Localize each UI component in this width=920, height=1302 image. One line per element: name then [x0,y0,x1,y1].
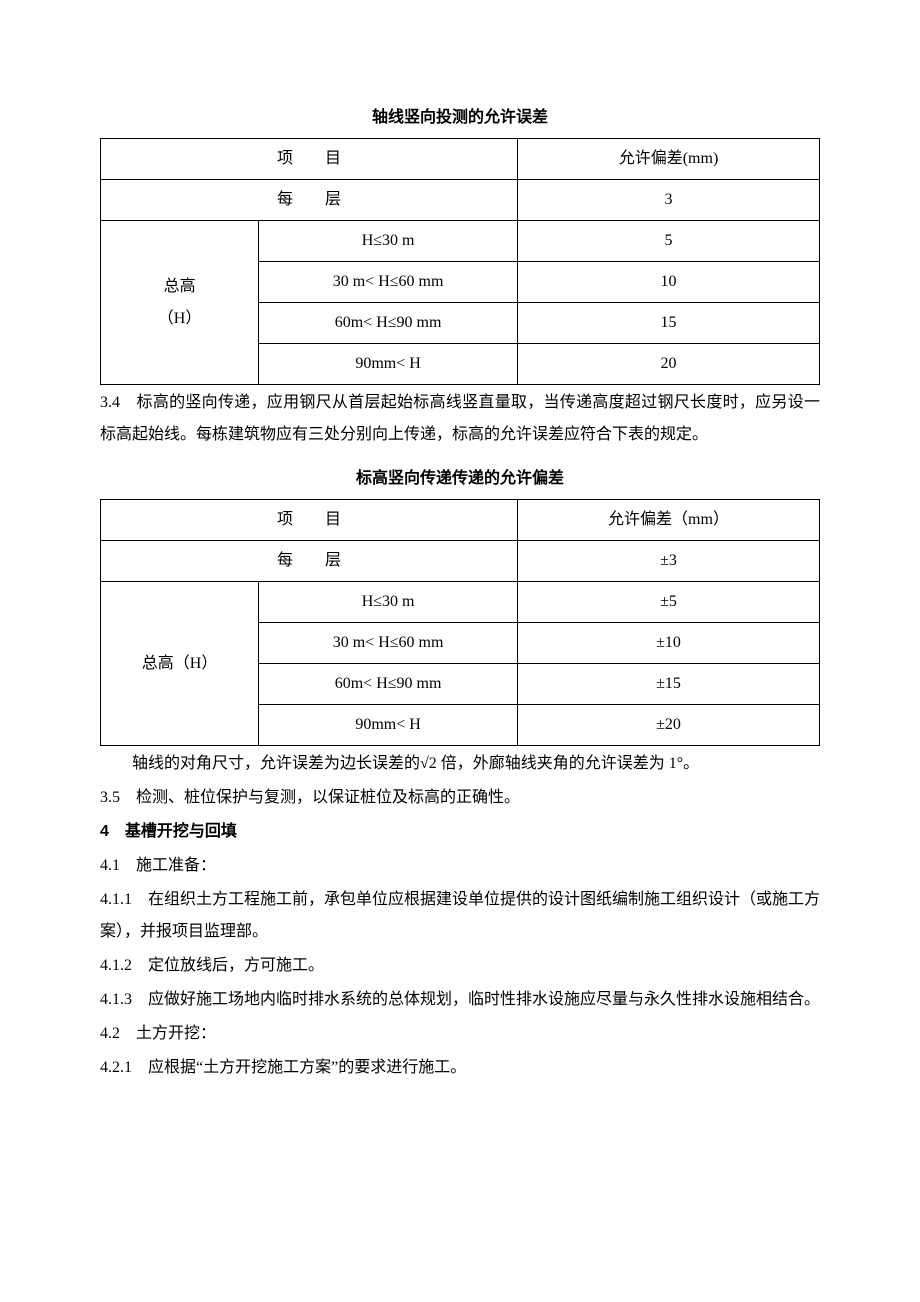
table2: 项 目 允许偏差（mm） 每 层 ±3 总高（H） H≤30 m ±5 30 m… [100,499,820,746]
table1-group-label-line2: （H） [107,303,252,335]
table1-val-2: 15 [518,303,820,344]
table1-header-tolerance: 允许偏差(mm) [518,139,820,180]
table2-val-1: ±10 [518,623,820,664]
table1-cond-3: 90mm< H [259,344,518,385]
table1-cond-1: 30 m< H≤60 mm [259,262,518,303]
table1-title: 轴线竖向投测的允许误差 [100,102,820,134]
table2-cond-2: 60m< H≤90 mm [259,664,518,705]
table2-group-label: 总高（H） [101,582,259,746]
table1-val-3: 20 [518,344,820,385]
paragraph-3-5: 3.5 检测、桩位保护与复测，以保证桩位及标高的正确性。 [100,782,820,814]
paragraph-axis-note: 轴线的对角尺寸，允许误差为边长误差的√2 倍，外廊轴线夹角的允许误差为 1°。 [100,748,820,780]
paragraph-4-2: 4.2 土方开挖： [100,1018,820,1050]
table2-cond-0: H≤30 m [259,582,518,623]
table2-val-3: ±20 [518,705,820,746]
table2-val-0: ±5 [518,582,820,623]
table2-val-2: ±15 [518,664,820,705]
table1-every-layer-value: 3 [518,180,820,221]
table1-group-label: 总高 （H） [101,221,259,385]
paragraph-4-1-3: 4.1.3 应做好施工场地内临时排水系统的总体规划，临时性排水设施应尽量与永久性… [100,984,820,1016]
table2-header-tolerance: 允许偏差（mm） [518,500,820,541]
table1-val-1: 10 [518,262,820,303]
table1-every-layer-label: 每 层 [101,180,518,221]
table1-cond-0: H≤30 m [259,221,518,262]
paragraph-4-2-1: 4.2.1 应根据“土方开挖施工方案”的要求进行施工。 [100,1052,820,1084]
table1-header-item: 项 目 [101,139,518,180]
paragraph-4-1-2: 4.1.2 定位放线后，方可施工。 [100,950,820,982]
paragraph-4-1-1: 4.1.1 在组织土方工程施工前，承包单位应根据建设单位提供的设计图纸编制施工组… [100,884,820,948]
table1-cond-2: 60m< H≤90 mm [259,303,518,344]
table2-cond-1: 30 m< H≤60 mm [259,623,518,664]
table2-cond-3: 90mm< H [259,705,518,746]
heading-4: 4 基槽开挖与回填 [100,816,820,848]
table2-title: 标高竖向传递传递的允许偏差 [100,463,820,495]
table2-every-layer-label: 每 层 [101,541,518,582]
paragraph-4-1: 4.1 施工准备： [100,850,820,882]
table1-val-0: 5 [518,221,820,262]
table1: 项 目 允许偏差(mm) 每 层 3 总高 （H） H≤30 m 5 30 m<… [100,138,820,385]
table2-every-layer-value: ±3 [518,541,820,582]
table1-group-label-line1: 总高 [107,271,252,303]
paragraph-3-4: 3.4 标高的竖向传递，应用钢尺从首层起始标高线竖直量取，当传递高度超过钢尺长度… [100,387,820,451]
table2-header-item: 项 目 [101,500,518,541]
